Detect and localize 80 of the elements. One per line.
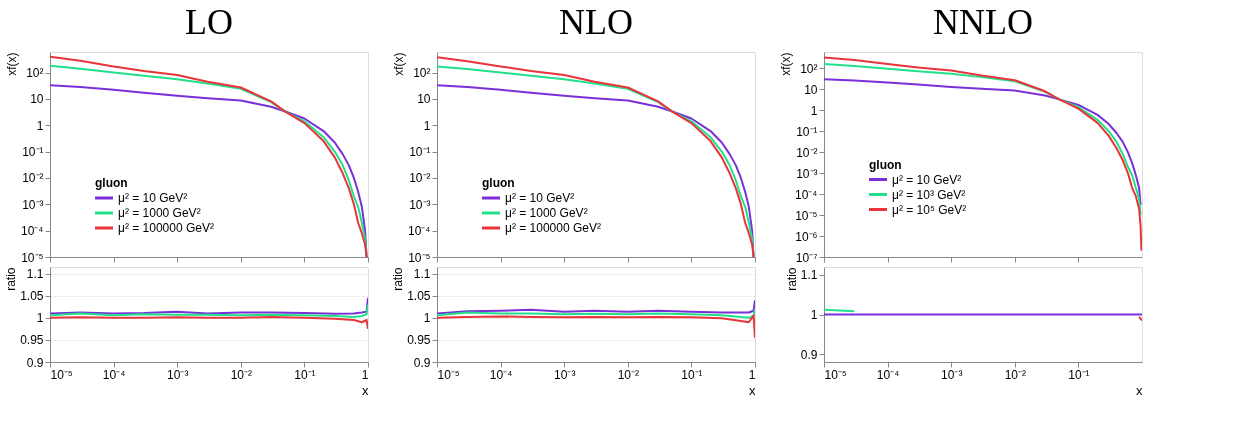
y-tick-label: 10⁻³ — [22, 197, 44, 212]
y-tick-label: 10⁻¹ — [22, 145, 44, 160]
x-tick-label: 10⁻⁴ — [876, 367, 900, 382]
y-tick-label: 1 — [810, 103, 818, 118]
x-tick-label: 10⁻¹ — [681, 367, 703, 382]
y-tick-label: 10⁻⁵ — [21, 250, 44, 265]
y-axis-title: xf(x) — [779, 52, 793, 76]
y-tick-label: 1.1 — [800, 268, 818, 283]
y-tick-label: 10 — [417, 92, 431, 107]
y-tick-label: 10⁻⁵ — [795, 208, 818, 223]
x-tick-label: 10⁻³ — [554, 367, 576, 382]
x-tick-label: 10⁻⁵ — [437, 367, 460, 382]
y-tick-label: 1.05 — [20, 289, 44, 304]
x-tick-label: 10⁻¹ — [294, 367, 316, 382]
y-tick-label: 0.95 — [20, 333, 44, 348]
x-tick-label: 10⁻⁴ — [489, 367, 513, 382]
legend-label: μ² = 10 GeV² — [892, 172, 962, 187]
legend-title: gluon — [482, 176, 515, 190]
x-tick-label: 10⁻² — [1004, 367, 1026, 382]
legend-label: μ² = 10 GeV² — [505, 191, 575, 205]
y-tick-label: 10⁻⁴ — [794, 187, 818, 202]
y-tick-label: 10⁻⁶ — [795, 229, 818, 244]
y-tick-label: 1 — [423, 311, 431, 326]
legend-label: μ² = 10 GeV² — [118, 191, 188, 205]
y-tick-label: 10⁻² — [796, 145, 818, 160]
x-tick-label: 10⁻² — [617, 367, 639, 382]
y-tick-label: 10 — [30, 92, 44, 107]
y-tick-label: 0.95 — [407, 333, 431, 348]
y-axis-title: xf(x) — [392, 52, 406, 76]
y-tick-label: 10⁻³ — [796, 166, 818, 181]
legend-label: μ² = 10⁵ GeV² — [892, 202, 967, 217]
legend-title: gluon — [869, 157, 902, 172]
chart-title: NLO — [559, 2, 633, 42]
y-tick-label: 10⁻² — [409, 171, 431, 186]
y-tick-label: 10⁻³ — [409, 197, 431, 212]
y-tick-label: 1 — [36, 118, 44, 133]
x-tick-label: 10⁻³ — [941, 367, 963, 382]
y-tick-label: 10⁻¹ — [796, 124, 818, 139]
x-tick-label: 1 — [361, 367, 369, 382]
x-tick-label: 10⁻¹ — [1068, 367, 1090, 382]
y-tick-label: 10 — [804, 82, 818, 97]
x-tick-label: 1 — [748, 367, 756, 382]
x-tick-label: 10⁻³ — [167, 367, 189, 382]
y-tick-label: 0.9 — [800, 347, 818, 362]
y-tick-label: 10⁻⁷ — [795, 250, 818, 265]
legend-label: μ² = 100000 GeV² — [118, 221, 214, 235]
legend-label: μ² = 1000 GeV² — [505, 206, 588, 220]
y-tick-label: 10² — [26, 66, 44, 81]
legend-title: gluon — [95, 176, 128, 190]
y-axis-title: ratio — [4, 267, 19, 291]
y-tick-label: 0.9 — [26, 355, 44, 370]
y-tick-label: 1.1 — [26, 267, 44, 282]
y-tick-label: 1 — [810, 308, 818, 322]
y-tick-label: 10² — [800, 61, 818, 76]
y-tick-label: 10⁻⁵ — [408, 250, 431, 265]
chart-title: LO — [185, 2, 233, 42]
y-tick-label: 1 — [36, 311, 44, 326]
y-axis-title: ratio — [784, 267, 799, 291]
legend-label: μ² = 1000 GeV² — [118, 206, 201, 220]
y-tick-label: 10⁻⁴ — [20, 224, 44, 239]
x-tick-label: 10⁻⁵ — [50, 367, 73, 382]
y-axis-title: ratio — [391, 267, 406, 291]
y-tick-label: 0.9 — [413, 355, 431, 370]
y-tick-label: 1.05 — [407, 289, 431, 304]
x-axis-title: x — [362, 382, 369, 398]
y-axis-title: xf(x) — [5, 52, 19, 76]
x-axis-title: x — [749, 382, 756, 398]
legend-label: μ² = 10³ GeV² — [892, 187, 966, 202]
y-tick-label: 10² — [413, 66, 431, 81]
chart-title: NNLO — [933, 2, 1033, 42]
y-tick-label: 1 — [423, 118, 431, 133]
x-tick-label: 10⁻⁴ — [102, 367, 126, 382]
y-tick-label: 10⁻² — [22, 171, 44, 186]
y-tick-label: 10⁻⁴ — [407, 224, 431, 239]
x-tick-label: 10⁻⁵ — [824, 367, 847, 382]
y-tick-label: 1.1 — [413, 267, 431, 282]
x-axis-title: x — [1136, 382, 1143, 398]
y-tick-label: 10⁻¹ — [409, 145, 431, 160]
legend-label: μ² = 100000 GeV² — [505, 221, 601, 235]
x-tick-label: 10⁻² — [230, 367, 252, 382]
